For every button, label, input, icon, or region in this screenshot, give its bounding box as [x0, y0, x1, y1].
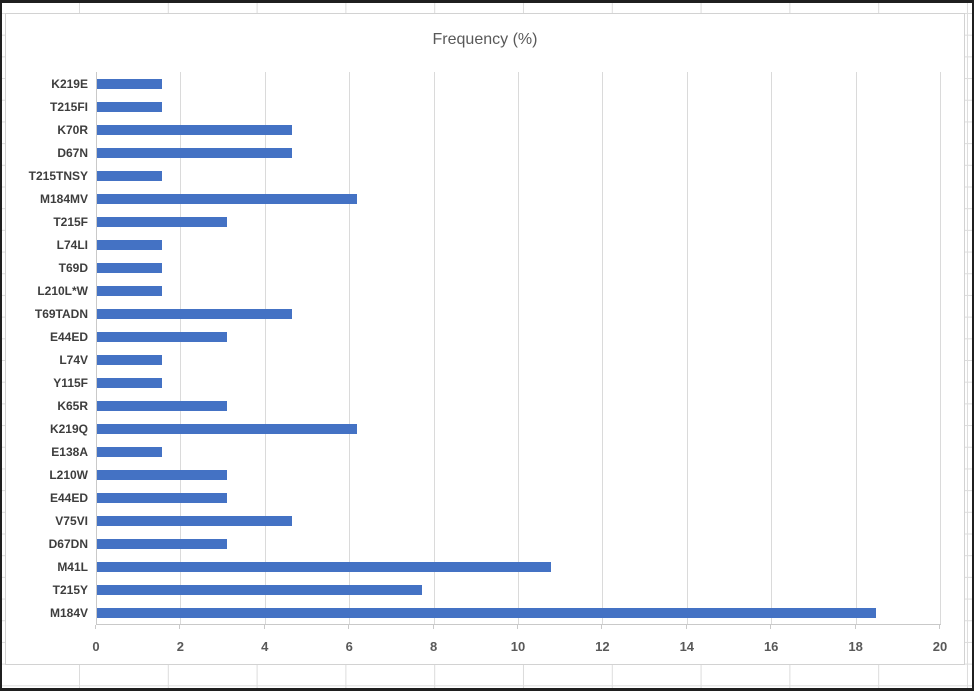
- x-tick-label-8: 8: [429, 639, 438, 654]
- bar-y115f[interactable]: [97, 377, 162, 388]
- x-tick-label-4: 4: [261, 639, 269, 654]
- gridline-18: [855, 72, 857, 624]
- category-label-d67dn: D67DN: [48, 536, 88, 551]
- category-label-t69tadn: T69TADN: [34, 306, 88, 321]
- bar-m184mv[interactable]: [97, 193, 357, 204]
- bar-k65r[interactable]: [97, 400, 227, 411]
- x-tick-label-2: 2: [176, 639, 184, 654]
- category-label-m184v: M184V: [49, 605, 88, 620]
- bar-t69tadn[interactable]: [97, 308, 292, 319]
- bar-m184v[interactable]: [97, 607, 876, 618]
- category-label-t215tnsy: T215TNSY: [28, 168, 88, 183]
- axis-tickmark: [939, 625, 940, 629]
- gridline-8: [433, 72, 435, 624]
- x-tick-label-20: 20: [932, 639, 948, 654]
- category-label-k65r: K65R: [57, 398, 88, 413]
- bar-m41l[interactable]: [97, 561, 552, 572]
- category-label-l74v: L74V: [59, 352, 88, 367]
- category-label-k70r: K70R: [57, 122, 88, 137]
- chart-object[interactable]: Frequency (%) K219E T215FI K70R D67N T215TNS…: [5, 13, 965, 665]
- bar-e44ed[interactable]: [97, 492, 227, 503]
- category-label-d67n: D67N: [57, 145, 88, 160]
- gridline-14: [686, 72, 688, 624]
- x-tick-label-0: 0: [92, 639, 100, 654]
- axis-tickmark: [179, 625, 181, 629]
- category-label-t215y: T215Y: [52, 582, 88, 597]
- category-label-l210w: L210W: [49, 467, 88, 482]
- bar-l210w[interactable]: [97, 469, 227, 480]
- bar-t215tnsy[interactable]: [97, 170, 162, 181]
- category-label-l74li: L74LI: [56, 237, 88, 252]
- gridline-12: [602, 72, 604, 624]
- bar-t69d[interactable]: [97, 262, 162, 273]
- category-label-t69d: T69D: [58, 260, 88, 275]
- bar-l74li[interactable]: [97, 239, 162, 250]
- plot-area[interactable]: [96, 72, 941, 625]
- x-tick-label-14: 14: [679, 639, 695, 654]
- category-label-t215fi: T215FI: [49, 99, 88, 114]
- axis-tickmark: [432, 625, 434, 629]
- bar-t215y[interactable]: [97, 584, 422, 595]
- gridline-16: [771, 72, 773, 624]
- gridline-6: [349, 72, 351, 624]
- x-tick-label-16: 16: [763, 639, 779, 654]
- x-tick-label-6: 6: [345, 639, 353, 654]
- axis-tickmark: [95, 625, 96, 629]
- category-label-e138a: E138A: [51, 444, 88, 459]
- category-label-l210l*w: L210L*W: [37, 283, 88, 298]
- bar-v75vi[interactable]: [97, 515, 292, 526]
- bar-e138a[interactable]: [97, 446, 162, 457]
- bar-l74v[interactable]: [97, 354, 162, 365]
- gridline-4: [264, 72, 266, 624]
- axis-tickmark: [770, 625, 772, 629]
- category-label-k219e: K219E: [51, 76, 88, 91]
- bar-t215fi[interactable]: [97, 101, 162, 112]
- category-label-e44ed: E44ED: [49, 329, 88, 344]
- axis-tickmark: [601, 625, 603, 629]
- x-tick-label-10: 10: [510, 639, 526, 654]
- category-label-e44ed: E44ED: [49, 490, 88, 505]
- chart-title: Frequency (%): [432, 31, 538, 48]
- category-label-m184mv: M184MV: [39, 191, 88, 206]
- category-label-v75vi: V75VI: [55, 513, 88, 528]
- bar-e44ed[interactable]: [97, 331, 227, 342]
- category-label-k219q: K219Q: [49, 421, 88, 436]
- gridline-2: [180, 72, 182, 624]
- bar-k70r[interactable]: [97, 124, 292, 135]
- axis-tickmark: [685, 625, 687, 629]
- x-tick-label-12: 12: [595, 639, 610, 654]
- category-label-y115f: Y115F: [53, 375, 88, 390]
- axis-tickmark: [348, 625, 350, 629]
- bar-k219e[interactable]: [97, 78, 162, 89]
- category-label-m41l: M41L: [57, 559, 88, 574]
- bar-k219q[interactable]: [97, 423, 357, 434]
- bar-d67n[interactable]: [97, 147, 292, 158]
- axis-tickmark: [517, 625, 518, 629]
- bar-l210l*w[interactable]: [97, 285, 162, 296]
- x-tick-label-18: 18: [848, 639, 863, 654]
- bar-t215f[interactable]: [97, 216, 227, 227]
- gridline-20: [940, 72, 941, 624]
- category-label-t215f: T215F: [53, 214, 88, 229]
- axis-tickmark: [263, 625, 265, 629]
- gridline-10: [518, 72, 519, 624]
- bar-d67dn[interactable]: [97, 538, 227, 549]
- axis-tickmark: [854, 625, 856, 629]
